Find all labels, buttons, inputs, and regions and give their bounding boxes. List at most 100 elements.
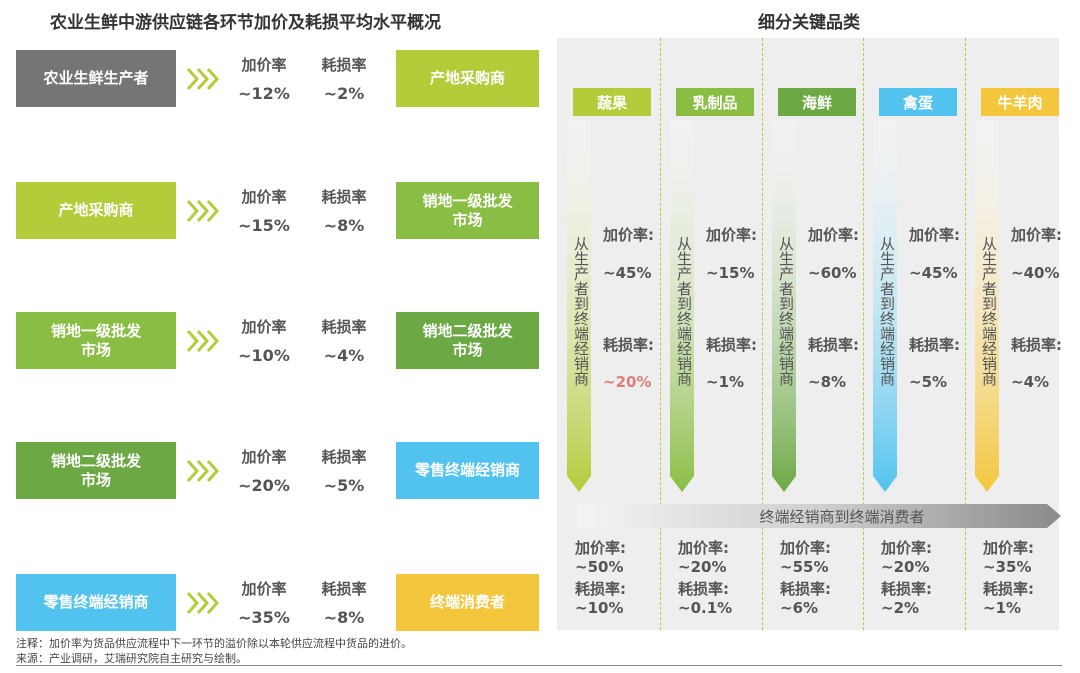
category-loss-value: ~20% xyxy=(603,373,652,391)
footnote: 注释：加价率为货品供应流程中下一环节的溢价除以本轮供应流程中货品的进价。 xyxy=(16,637,412,650)
stage-to-box: 产地采购商 xyxy=(396,50,539,107)
stage-from-box: 销地一级批发 市场 xyxy=(16,312,176,369)
markup-stat: 加价率 ~12% xyxy=(232,54,296,103)
category-markup-value: ~45% xyxy=(909,264,958,282)
chevron-arrow-icon xyxy=(186,591,220,615)
markup-value: ~12% xyxy=(238,84,290,103)
markup-label: 加价率 xyxy=(241,580,287,598)
loss-value: ~5% xyxy=(323,476,365,495)
column-divider xyxy=(660,38,661,630)
category-markup-value: ~40% xyxy=(1011,264,1060,282)
end-markup-value: ~50% xyxy=(575,558,624,576)
left-title: 农业生鲜中游供应链各环节加价及耗损平均水平概况 xyxy=(50,13,441,33)
markup-stat: 加价率 ~15% xyxy=(232,186,296,235)
flow-down-arrow xyxy=(670,120,694,492)
end-markup-label: 加价率: xyxy=(983,539,1034,557)
end-loss-label: 耗损率: xyxy=(780,580,831,598)
flow-down-arrow xyxy=(772,120,796,492)
category-label: 海鲜 xyxy=(778,88,856,116)
loss-value: ~8% xyxy=(323,216,365,235)
flow-down-label: 从生产者到终端经销商 xyxy=(777,236,795,386)
flow-down-label: 从生产者到终端经销商 xyxy=(980,236,998,386)
stage-from-box: 产地采购商 xyxy=(16,182,176,239)
loss-label: 耗损率 xyxy=(321,580,367,598)
stage-from-box: 零售终端经销商 xyxy=(16,574,176,631)
end-markup-label: 加价率: xyxy=(881,539,932,557)
loss-value: ~4% xyxy=(323,346,365,365)
loss-label: 耗损率 xyxy=(321,448,367,466)
markup-stat: 加价率 ~20% xyxy=(232,446,296,495)
footer-divider xyxy=(16,665,1062,666)
category-markup-label: 加价率: xyxy=(603,226,654,244)
stage-to-box: 销地二级批发 市场 xyxy=(396,312,539,369)
flow-down-arrow xyxy=(567,120,591,492)
stage-from-box: 农业生鲜生产者 xyxy=(16,50,176,107)
category-loss-label: 耗损率: xyxy=(808,336,859,354)
loss-stat: 耗损率 ~5% xyxy=(312,446,376,495)
markup-stat: 加价率 ~10% xyxy=(232,316,296,365)
category-markup-label: 加价率: xyxy=(909,226,960,244)
markup-value: ~20% xyxy=(238,476,290,495)
column-divider xyxy=(762,38,763,630)
loss-stat: 耗损率 ~2% xyxy=(312,54,376,103)
right-title: 细分关键品类 xyxy=(758,13,860,33)
markup-value: ~35% xyxy=(238,608,290,627)
category-loss-value: ~5% xyxy=(909,373,948,391)
flow-down-label: 从生产者到终端经销商 xyxy=(675,236,693,386)
loss-stat: 耗损率 ~8% xyxy=(312,578,376,627)
chevron-arrow-icon xyxy=(186,199,220,223)
end-markup-value: ~20% xyxy=(678,558,727,576)
category-label: 蔬果 xyxy=(573,88,651,116)
chevron-arrow-icon xyxy=(186,459,220,483)
category-loss-label: 耗损率: xyxy=(706,336,757,354)
end-loss-value: ~2% xyxy=(881,599,920,617)
chevron-arrow-icon xyxy=(186,67,220,91)
bottom-flow-arrow xyxy=(577,504,1061,528)
loss-label: 耗损率 xyxy=(321,188,367,206)
column-divider xyxy=(965,38,966,630)
bottom-flow-label: 终端经销商到终端消费者 xyxy=(759,507,925,526)
end-loss-label: 耗损率: xyxy=(983,580,1034,598)
category-markup-value: ~60% xyxy=(808,264,857,282)
loss-stat: 耗损率 ~8% xyxy=(312,186,376,235)
end-loss-value: ~6% xyxy=(780,599,819,617)
end-loss-value: ~10% xyxy=(575,599,624,617)
flow-down-arrow xyxy=(975,120,999,492)
end-markup-value: ~35% xyxy=(983,558,1032,576)
loss-value: ~2% xyxy=(323,84,365,103)
category-loss-value: ~1% xyxy=(706,373,745,391)
markup-label: 加价率 xyxy=(241,56,287,74)
category-loss-label: 耗损率: xyxy=(1011,336,1062,354)
category-markup-label: 加价率: xyxy=(808,226,859,244)
markup-label: 加价率 xyxy=(241,448,287,466)
loss-label: 耗损率 xyxy=(321,56,367,74)
end-markup-label: 加价率: xyxy=(780,539,831,557)
end-loss-value: ~0.1% xyxy=(678,599,733,617)
end-markup-label: 加价率: xyxy=(575,539,626,557)
end-loss-label: 耗损率: xyxy=(575,580,626,598)
category-markup-value: ~15% xyxy=(706,264,755,282)
end-markup-value: ~20% xyxy=(881,558,930,576)
flow-down-label: 从生产者到终端经销商 xyxy=(572,236,590,386)
category-loss-value: ~8% xyxy=(808,373,847,391)
flow-down-label: 从生产者到终端经销商 xyxy=(878,236,896,386)
end-loss-label: 耗损率: xyxy=(881,580,932,598)
markup-value: ~10% xyxy=(238,346,290,365)
category-markup-value: ~45% xyxy=(603,264,652,282)
stage-to-box: 销地一级批发 市场 xyxy=(396,182,539,239)
loss-stat: 耗损率 ~4% xyxy=(312,316,376,365)
stage-to-box: 零售终端经销商 xyxy=(396,442,539,499)
markup-value: ~15% xyxy=(238,216,290,235)
stage-from-box: 销地二级批发 市场 xyxy=(16,442,176,499)
category-loss-label: 耗损率: xyxy=(603,336,654,354)
chevron-arrow-icon xyxy=(186,329,220,353)
end-markup-label: 加价率: xyxy=(678,539,729,557)
markup-label: 加价率 xyxy=(241,318,287,336)
category-markup-label: 加价率: xyxy=(1011,226,1062,244)
markup-label: 加价率 xyxy=(241,188,287,206)
stage-to-box: 终端消费者 xyxy=(396,574,539,631)
markup-stat: 加价率 ~35% xyxy=(232,578,296,627)
loss-value: ~8% xyxy=(323,608,365,627)
category-label: 禽蛋 xyxy=(879,88,957,116)
end-loss-label: 耗损率: xyxy=(678,580,729,598)
